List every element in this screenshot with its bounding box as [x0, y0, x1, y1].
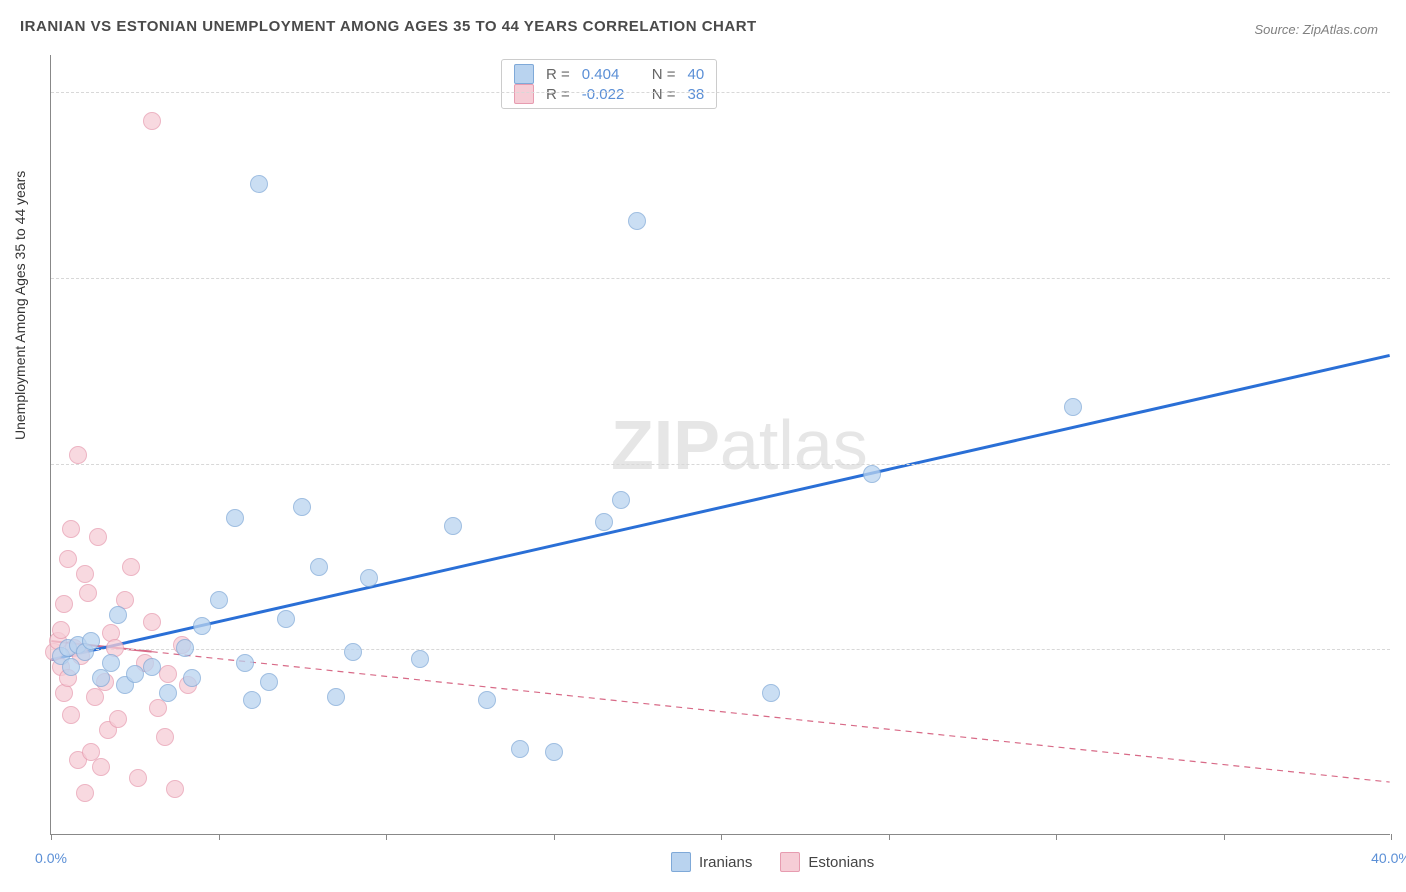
estonian-point: [69, 446, 87, 464]
iranian-point: [411, 650, 429, 668]
estonian-point: [76, 784, 94, 802]
estonian-point: [62, 706, 80, 724]
iranian-trend-line: [51, 355, 1389, 659]
chart-title: IRANIAN VS ESTONIAN UNEMPLOYMENT AMONG A…: [20, 18, 757, 35]
iranian-point: [511, 740, 529, 758]
iranian-point: [762, 684, 780, 702]
series-legend: Iranians Estonians: [671, 852, 874, 872]
legend-label: Iranians: [699, 854, 752, 871]
estonian-point: [156, 728, 174, 746]
iranian-point: [595, 513, 613, 531]
iranian-point: [176, 639, 194, 657]
gridline: [51, 278, 1390, 279]
n-value: 38: [688, 86, 705, 103]
estonians-swatch: [514, 84, 534, 104]
legend-label: Estonians: [808, 854, 874, 871]
watermark-bold: ZIP: [611, 406, 720, 484]
estonian-point: [79, 584, 97, 602]
estonian-point: [59, 550, 77, 568]
r-value: -0.022: [582, 86, 640, 103]
iranian-point: [102, 654, 120, 672]
x-tick-label: 40.0%: [1371, 850, 1406, 866]
estonian-point: [92, 758, 110, 776]
estonian-point: [159, 665, 177, 683]
iranian-point: [236, 654, 254, 672]
iranian-point: [126, 665, 144, 683]
estonians-swatch: [780, 852, 800, 872]
x-tick-label: 0.0%: [35, 850, 67, 866]
r-value: 0.404: [582, 66, 640, 83]
estonian-point: [129, 769, 147, 787]
gridline: [51, 464, 1390, 465]
n-value: 40: [688, 66, 705, 83]
iranian-point: [226, 509, 244, 527]
n-label: N =: [652, 86, 676, 103]
iranian-point: [1064, 398, 1082, 416]
iranian-point: [293, 498, 311, 516]
x-tick: [219, 834, 220, 840]
iranian-point: [344, 643, 362, 661]
iranian-point: [545, 743, 563, 761]
x-tick: [554, 834, 555, 840]
iranians-swatch: [514, 64, 534, 84]
watermark-rest: atlas: [720, 406, 868, 484]
x-tick: [889, 834, 890, 840]
iranian-point: [260, 673, 278, 691]
x-tick: [1224, 834, 1225, 840]
iranian-point: [210, 591, 228, 609]
estonian-point: [62, 520, 80, 538]
legend-row-iranians: R = 0.404 N = 40: [514, 64, 704, 84]
legend-item-estonians: Estonians: [780, 852, 874, 872]
correlation-legend: R = 0.404 N = 40 R = -0.022 N = 38: [501, 59, 717, 109]
iranian-point: [159, 684, 177, 702]
scatter-chart: ZIPatlas R =0.404N =40R =-0.022N =38 Ira…: [50, 55, 1390, 835]
gridline: [51, 92, 1390, 93]
estonian-point: [122, 558, 140, 576]
r-label: R =: [546, 86, 570, 103]
estonian-point: [76, 565, 94, 583]
iranian-point: [444, 517, 462, 535]
estonian-point: [166, 780, 184, 798]
estonian-point: [89, 528, 107, 546]
watermark: ZIPatlas: [611, 405, 868, 485]
iranian-point: [327, 688, 345, 706]
iranian-point: [62, 658, 80, 676]
iranian-point: [250, 175, 268, 193]
iranian-point: [277, 610, 295, 628]
iranian-point: [478, 691, 496, 709]
iranian-point: [109, 606, 127, 624]
iranians-swatch: [671, 852, 691, 872]
n-label: N =: [652, 66, 676, 83]
estonian-point: [109, 710, 127, 728]
x-tick: [386, 834, 387, 840]
iranian-point: [612, 491, 630, 509]
iranian-point: [310, 558, 328, 576]
source-attribution: Source: ZipAtlas.com: [1254, 22, 1378, 37]
iranian-point: [243, 691, 261, 709]
estonian-point: [55, 595, 73, 613]
x-tick: [721, 834, 722, 840]
iranian-point: [143, 658, 161, 676]
estonian-trend-line-dashed: [152, 652, 1390, 782]
x-tick: [1056, 834, 1057, 840]
iranian-point: [628, 212, 646, 230]
y-axis-label: Unemployment Among Ages 35 to 44 years: [12, 171, 28, 440]
x-tick: [1391, 834, 1392, 840]
trend-lines: [51, 55, 1390, 834]
legend-item-iranians: Iranians: [671, 852, 752, 872]
r-label: R =: [546, 66, 570, 83]
estonian-point: [143, 613, 161, 631]
legend-row-estonians: R = -0.022 N = 38: [514, 84, 704, 104]
iranian-point: [82, 632, 100, 650]
x-tick: [51, 834, 52, 840]
iranian-point: [183, 669, 201, 687]
iranian-point: [360, 569, 378, 587]
iranian-point: [193, 617, 211, 635]
gridline: [51, 649, 1390, 650]
estonian-point: [143, 112, 161, 130]
estonian-point: [52, 621, 70, 639]
iranian-point: [863, 465, 881, 483]
